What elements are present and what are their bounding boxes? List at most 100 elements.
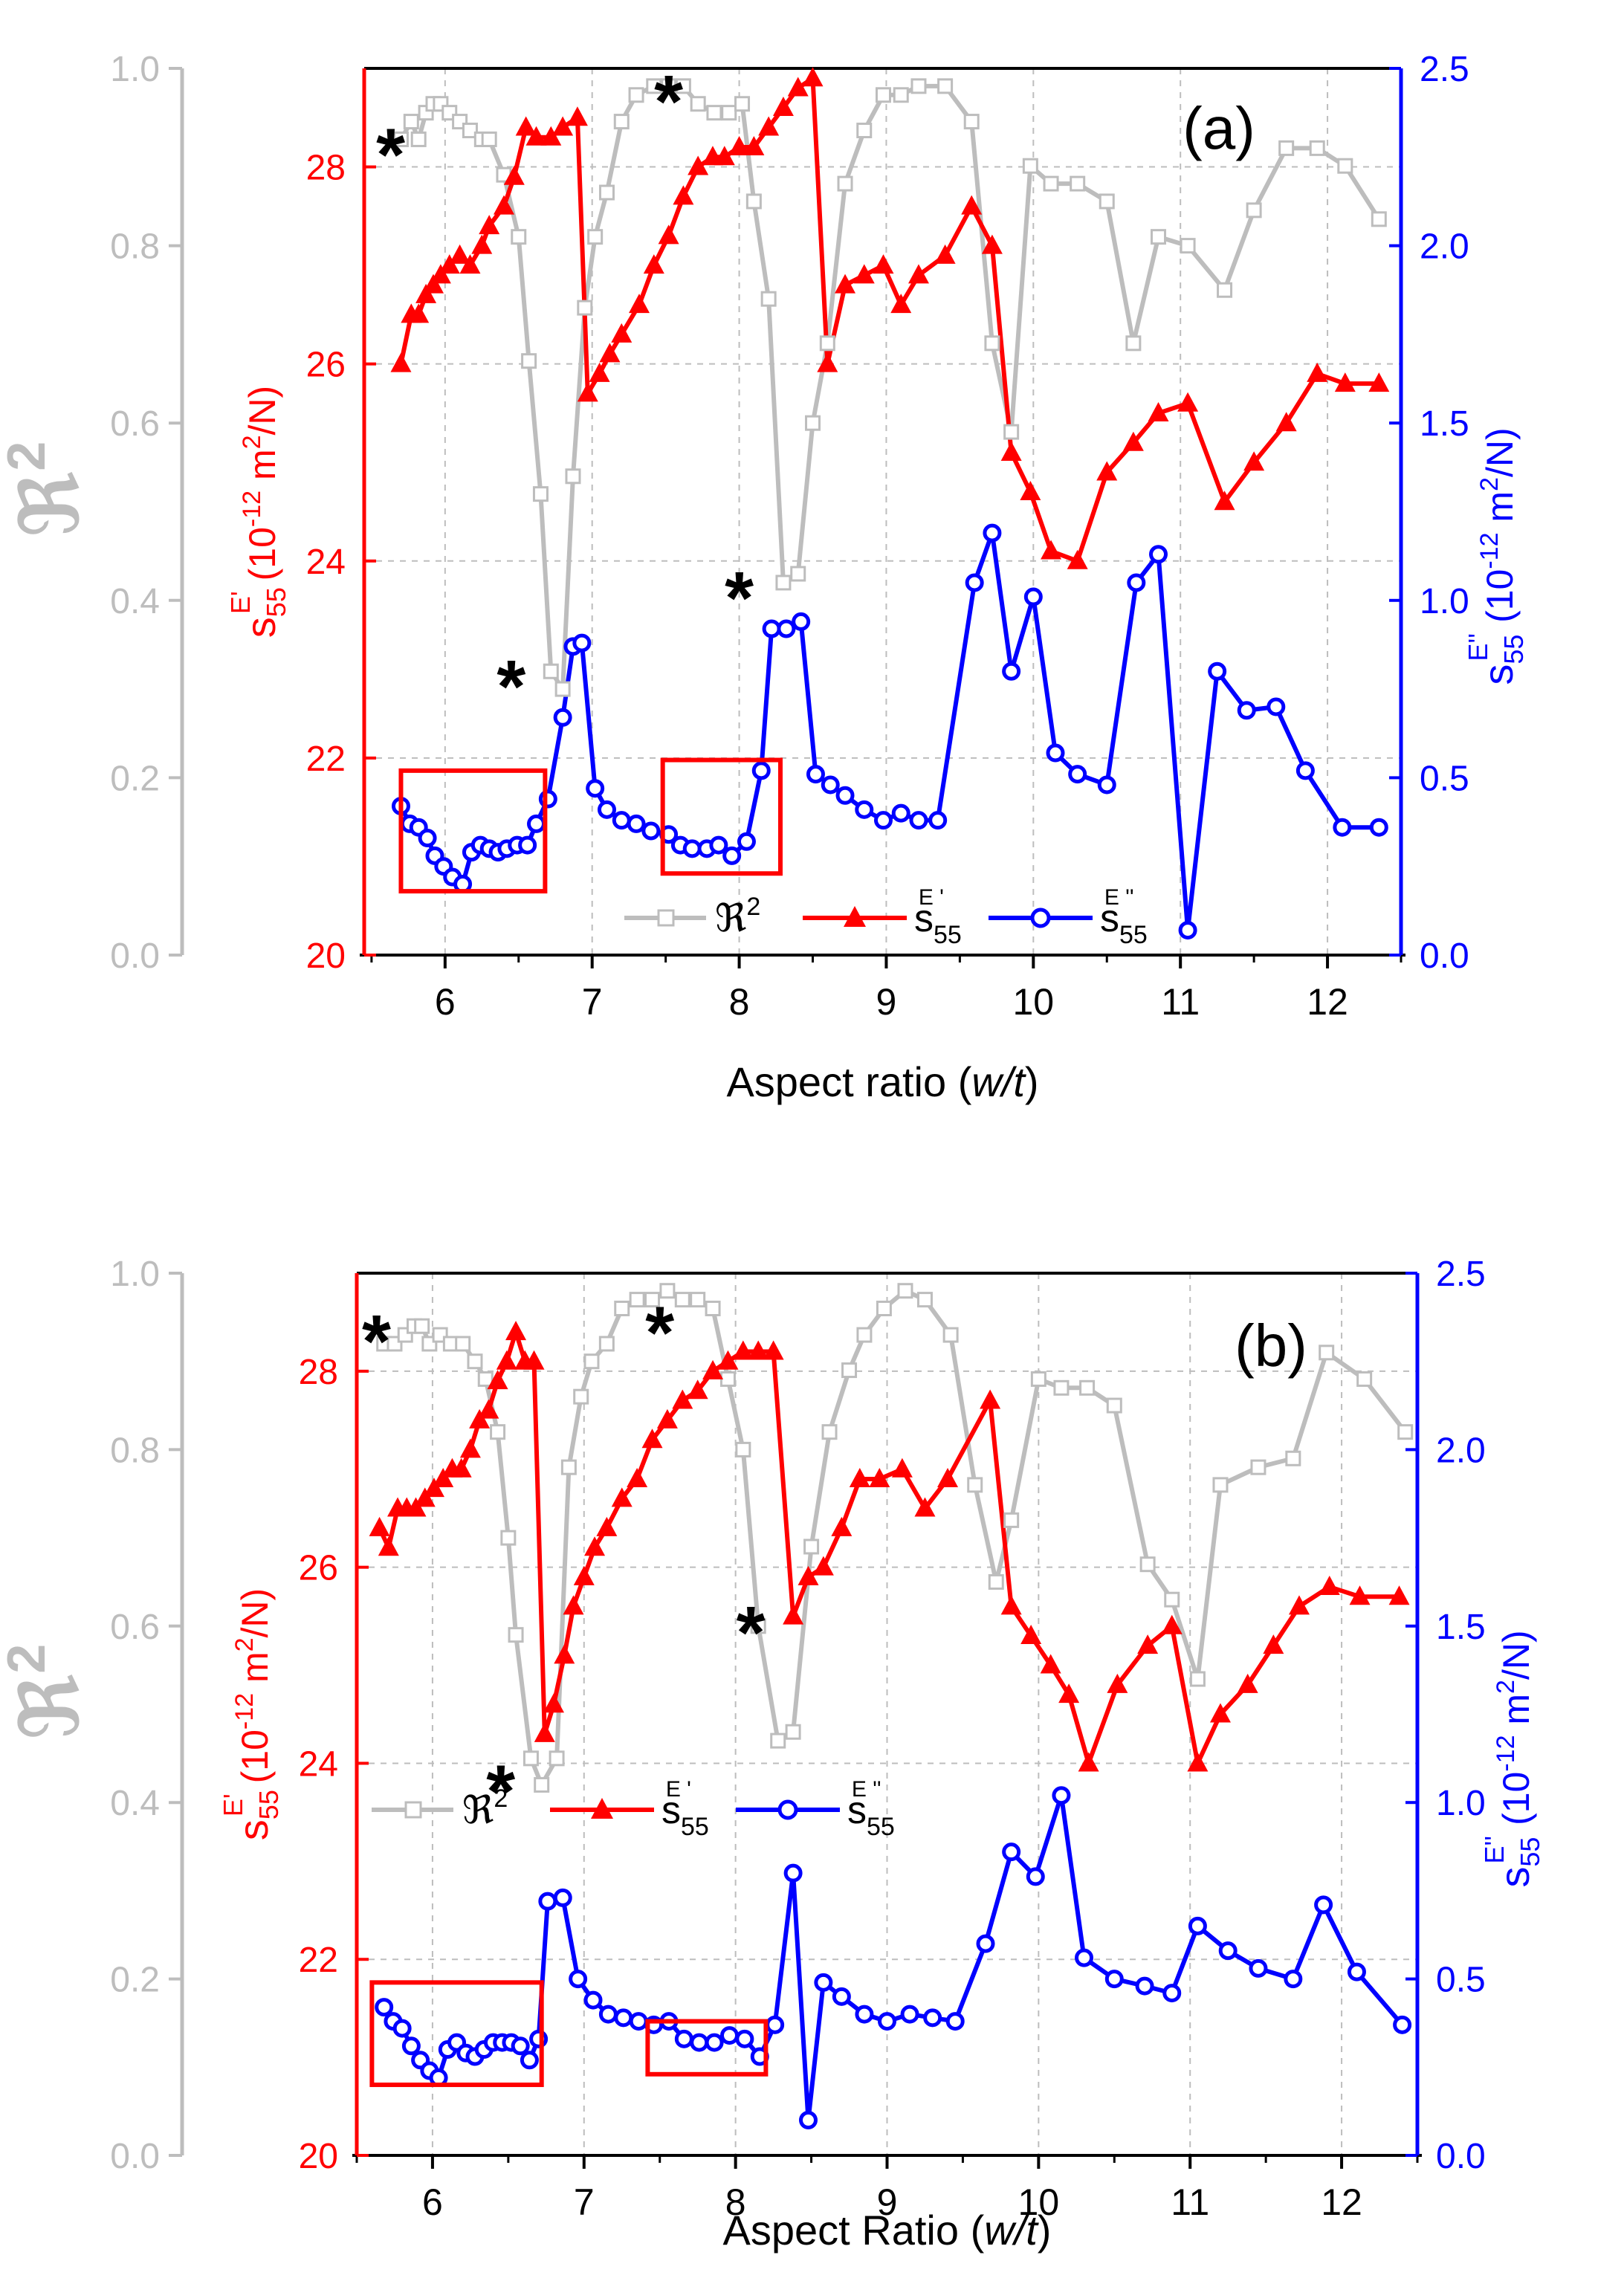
real-point: [1040, 1654, 1061, 1674]
r2-point: [511, 229, 527, 245]
left-axis-label-main: s: [230, 1819, 276, 1840]
legend-r2-marker: [404, 1801, 422, 1819]
real-point: [390, 352, 412, 372]
r2-point: [734, 96, 751, 112]
real-point: [817, 352, 838, 372]
real-point: [449, 244, 470, 264]
left-tick-label: 24: [299, 1744, 338, 1784]
imag-point: [1237, 701, 1256, 720]
real-point: [890, 294, 912, 314]
r2-point: [560, 1459, 577, 1475]
real-point: [611, 323, 633, 343]
x-tick-label: 8: [725, 2181, 746, 2223]
left-axis-label-sub: 55: [253, 1790, 284, 1819]
right-axis-label-exp: -12: [1475, 533, 1504, 569]
legend-imag-sub: 55: [867, 1813, 895, 1841]
real-point: [772, 97, 794, 117]
imag-point: [553, 1888, 572, 1907]
r2-tick-label: 0.8: [110, 227, 160, 267]
r2-point: [410, 131, 427, 147]
real-point: [1177, 392, 1199, 412]
r2-axis-label: ℜ2: [0, 441, 96, 538]
r2-axis-label: ℜ2: [0, 1644, 96, 1741]
r2-point: [1250, 1459, 1266, 1475]
legend-imag-marker: [777, 1799, 798, 1820]
r2-point: [661, 78, 677, 94]
imag-point: [1149, 545, 1168, 564]
r2-point: [1319, 1345, 1335, 1361]
right-axis-label-units: (10: [1479, 569, 1521, 633]
real-point: [563, 1595, 584, 1615]
r2-point: [1189, 1671, 1206, 1687]
real-point: [589, 362, 610, 382]
left-axis-label-sup: E': [218, 1793, 248, 1816]
left-tick-label: 26: [299, 1549, 338, 1588]
asterisk-marker: *: [496, 645, 525, 728]
x-tick-label: 6: [435, 981, 456, 1023]
real-point: [1000, 441, 1022, 461]
imag-point: [751, 761, 771, 780]
r2-tick-label: 0.8: [110, 1431, 160, 1470]
real-point: [493, 195, 514, 215]
real-point: [415, 283, 437, 303]
left-tick-label: 28: [299, 1353, 338, 1392]
r2-axis-label-symbol: ℜ: [4, 1674, 96, 1741]
real-point: [1187, 1752, 1209, 1772]
r2-point: [770, 1732, 786, 1749]
imag-point: [572, 633, 592, 653]
real-point: [1020, 480, 1041, 500]
panel-label: (b): [1235, 1313, 1307, 1379]
imag-point: [1162, 1984, 1182, 2003]
imag-point: [792, 612, 811, 631]
r2-point: [775, 575, 792, 591]
imag-point: [855, 2005, 874, 2024]
r2-axis-label-sup: 2: [0, 441, 56, 471]
r2-point: [690, 1292, 706, 1308]
x-tick-label: 6: [422, 2181, 443, 2223]
real-point: [1078, 1752, 1099, 1772]
r2-axis-label-symbol: ℜ: [4, 471, 96, 538]
real-point: [835, 274, 856, 294]
real-point: [408, 303, 430, 323]
r2-point: [577, 300, 593, 316]
real-point: [1067, 549, 1088, 569]
real-point: [543, 1693, 565, 1713]
r2-point: [573, 1388, 589, 1405]
r2-point: [1180, 238, 1196, 254]
highlight-box: [660, 757, 783, 876]
imag-point: [1218, 1941, 1238, 1961]
x-tick-label: 8: [729, 981, 750, 1023]
right-tick-label: 0.0: [1420, 936, 1469, 976]
right-axis-label-units: (10: [1495, 1772, 1537, 1836]
r2-point: [856, 123, 873, 139]
imag-point: [735, 2029, 754, 2048]
left-axis-label-exp: -12: [230, 1693, 259, 1730]
r2-point: [646, 78, 662, 94]
real-point: [688, 155, 709, 175]
r2-point: [1246, 202, 1262, 219]
real-point: [748, 1340, 769, 1360]
right-tick-label: 2.5: [1436, 1255, 1486, 1294]
legend-imag-sub: 55: [1119, 921, 1148, 949]
r2-point: [598, 1336, 615, 1352]
imag-point: [1046, 743, 1065, 763]
left-tick-label: 20: [299, 2137, 338, 2176]
real-point: [934, 244, 956, 264]
imag-point: [511, 2036, 530, 2056]
real-point: [908, 264, 929, 284]
imag-point: [538, 1892, 557, 1911]
imag-series-line: [382, 1793, 1404, 2123]
imag-point: [873, 811, 893, 830]
r2-tick-label: 1.0: [110, 1255, 160, 1294]
x-axis-label: Aspect Ratio (w/t): [723, 2207, 1052, 2254]
r2-point: [706, 105, 722, 121]
asterisk-marker: *: [486, 1750, 515, 1834]
r2-point: [1053, 1379, 1070, 1396]
r2-point: [1070, 175, 1086, 192]
r2-point: [942, 1327, 959, 1343]
r2-point: [1099, 193, 1115, 210]
real-point: [534, 1722, 555, 1742]
asterisk-marker: *: [725, 557, 754, 640]
r2-point: [1139, 1556, 1156, 1573]
